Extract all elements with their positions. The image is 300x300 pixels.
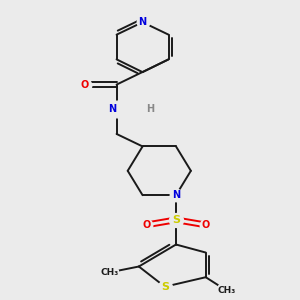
Text: N: N: [172, 190, 180, 200]
Text: O: O: [202, 220, 210, 230]
Text: CH₃: CH₃: [217, 286, 235, 295]
Text: S: S: [161, 282, 169, 292]
Text: S: S: [172, 215, 180, 225]
Text: CH₃: CH₃: [100, 268, 118, 277]
Text: O: O: [142, 220, 150, 230]
Text: H: H: [146, 104, 154, 114]
Text: N: N: [139, 17, 147, 27]
Text: N: N: [108, 104, 117, 114]
Text: O: O: [81, 80, 89, 90]
